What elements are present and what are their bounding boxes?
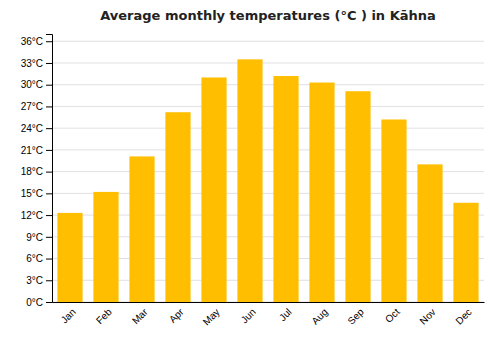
y-tick-label: 9°C [26, 232, 43, 243]
grid-line [52, 106, 484, 107]
y-tick: 12°C [21, 210, 52, 221]
y-tick-label: 12°C [21, 210, 43, 221]
bar [309, 83, 334, 302]
y-tick: 18°C [21, 166, 52, 177]
y-tick: 33°C [21, 58, 52, 69]
y-tick: 9°C [26, 232, 52, 243]
bar [453, 203, 478, 302]
x-tick: Nov [417, 306, 437, 326]
x-tick-label: Apr [167, 306, 186, 325]
y-tick: 0°C [26, 297, 52, 308]
y-tick-mark [46, 63, 52, 64]
bar [165, 112, 190, 302]
y-axis: 0°C 3°C 6°C 9°C 12°C 15°C 18°C 21°C 24°C 27°C 30°C… [21, 35, 53, 308]
y-tick: 21°C [21, 145, 52, 156]
y-tick-mark [46, 302, 52, 303]
y-tick-mark [46, 280, 52, 281]
y-tick-mark [46, 128, 52, 129]
x-tick: Oct [383, 306, 402, 325]
y-tick-label: 21°C [21, 145, 43, 156]
y-tick-mark [46, 106, 52, 107]
x-tick-label: Jul [277, 306, 294, 323]
y-axis-line [46, 35, 53, 303]
y-tick-mark [46, 259, 52, 260]
x-tick: Jul [277, 306, 294, 323]
bar [381, 119, 406, 302]
x-tick-label: Nov [417, 306, 437, 326]
y-tick-label: 27°C [21, 101, 43, 112]
grid [52, 41, 484, 302]
bar [93, 192, 118, 302]
grid-line [52, 84, 484, 85]
y-tick: 27°C [21, 101, 52, 112]
bar [57, 213, 82, 302]
x-tick: Feb [94, 306, 114, 326]
y-tick-label: 24°C [21, 123, 43, 134]
bar [129, 156, 154, 302]
bar [345, 91, 370, 302]
grid-line [52, 41, 484, 42]
y-tick-label: 0°C [26, 297, 43, 308]
x-tick-label: Oct [383, 306, 402, 325]
bars [57, 59, 478, 302]
y-tick-label: 15°C [21, 188, 43, 199]
x-tick: May [201, 306, 222, 327]
y-tick: 15°C [21, 188, 52, 199]
x-axis: Jan Feb Mar Apr May Jun Jul Aug Sep Oct Nov Dec [53, 303, 485, 328]
bar [273, 76, 298, 302]
bar [417, 164, 442, 302]
chart: 0°C 3°C 6°C 9°C 12°C 15°C 18°C 21°C 24°C 27°C 30°C… [0, 0, 500, 350]
x-tick-label: Sep [345, 306, 366, 327]
x-tick-label: Feb [94, 306, 114, 326]
x-tick: Aug [309, 306, 329, 326]
x-tick: Sep [345, 306, 366, 327]
y-tick: 30°C [21, 79, 52, 90]
y-tick-mark [46, 193, 52, 194]
title: Average monthly temperatures (°C ) in Kā… [100, 8, 436, 23]
y-tick: 3°C [26, 275, 52, 286]
x-tick: Jan [59, 306, 78, 325]
bar [237, 59, 262, 302]
x-tick: Jun [239, 306, 258, 325]
bar [201, 77, 226, 302]
y-tick-label: 33°C [21, 58, 43, 69]
x-tick: Apr [167, 306, 186, 325]
grid-line [52, 149, 484, 150]
grid-line [52, 62, 484, 63]
x-tick-label: Mar [130, 306, 150, 326]
y-tick-mark [46, 172, 52, 173]
y-tick: 24°C [21, 123, 52, 134]
y-tick-mark [46, 41, 52, 42]
x-tick-label: Jun [239, 306, 258, 325]
x-tick: Mar [130, 306, 150, 326]
y-tick-label: 6°C [26, 253, 43, 264]
x-axis-line [53, 302, 485, 303]
y-tick-mark [46, 85, 52, 86]
plot: 0°C 3°C 6°C 9°C 12°C 15°C 18°C 21°C 24°C 27°C 30°C… [21, 35, 485, 328]
grid-line [52, 128, 484, 129]
x-tick-label: Jan [59, 306, 78, 325]
y-tick-label: 36°C [21, 36, 43, 47]
y-tick-mark [46, 237, 52, 238]
y-tick-mark [46, 215, 52, 216]
x-tick-label: Aug [309, 306, 329, 326]
x-tick: Dec [453, 306, 473, 326]
y-tick-mark [46, 150, 52, 151]
x-tick-label: May [201, 306, 222, 327]
y-tick-label: 18°C [21, 166, 43, 177]
y-tick-label: 30°C [21, 79, 43, 90]
y-tick: 6°C [26, 253, 52, 264]
x-tick-label: Dec [453, 306, 473, 326]
y-tick: 36°C [21, 36, 52, 47]
y-tick-label: 3°C [26, 275, 43, 286]
